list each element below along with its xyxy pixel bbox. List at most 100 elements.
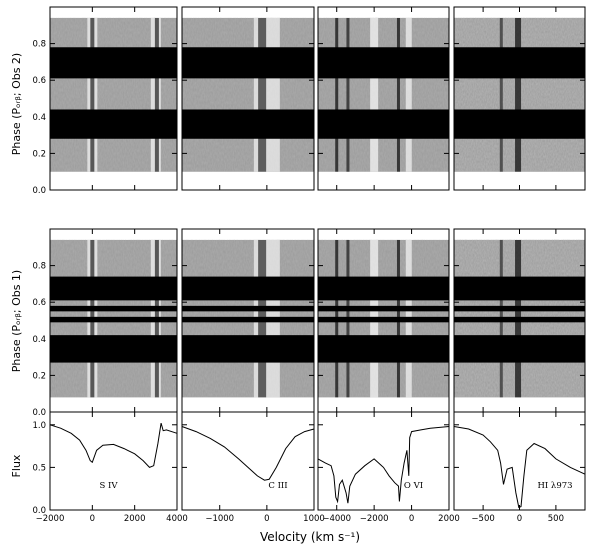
obs1-panel-1-image bbox=[50, 239, 177, 398]
flux-frame-1 bbox=[49, 411, 178, 511]
masked-phase-band bbox=[50, 316, 177, 323]
x-tick-label: 0 bbox=[264, 514, 269, 524]
x-tick-label: 0 bbox=[90, 514, 95, 524]
spectral-feature-stripe bbox=[515, 17, 522, 172]
y-tick-label: 0.8 bbox=[32, 40, 46, 50]
obs2-panel-2-image bbox=[182, 17, 314, 172]
spectral-feature-stripe bbox=[335, 17, 339, 172]
masked-phase-band bbox=[50, 276, 177, 301]
masked-phase-band bbox=[50, 47, 177, 79]
panel-border bbox=[317, 6, 450, 191]
spectral-feature-stripe bbox=[154, 17, 159, 172]
line-profile-3 bbox=[317, 426, 450, 504]
masked-phase-band bbox=[50, 109, 177, 139]
panel-border bbox=[181, 6, 315, 191]
y-axis-title-obs1: Phase (Pₒᵣᵦ; Obs 1) bbox=[10, 270, 23, 372]
masked-phase-band bbox=[182, 316, 314, 323]
line-profile-4 bbox=[453, 426, 586, 509]
x-tick-label: −1000 bbox=[205, 514, 234, 524]
y-axis-title-flux: Flux bbox=[10, 454, 23, 477]
panel-border bbox=[49, 411, 178, 511]
obs2-frame-1 bbox=[49, 6, 178, 191]
obs2-panel-3-image bbox=[318, 17, 449, 172]
y-tick-label: 0.6 bbox=[32, 298, 46, 308]
flux-frame-3 bbox=[317, 411, 450, 511]
obs1-panel-4-image bbox=[454, 239, 585, 398]
spectral-feature-stripe bbox=[258, 17, 267, 172]
ion-label: C III bbox=[268, 481, 287, 491]
x-tick-label: 2000 bbox=[124, 514, 146, 524]
spectral-feature-stripe bbox=[396, 17, 400, 172]
spectral-feature-stripe bbox=[405, 17, 412, 172]
y-tick-label: 0.8 bbox=[32, 262, 46, 272]
obs1-panel-3-image bbox=[318, 239, 449, 398]
masked-phase-band bbox=[182, 305, 314, 312]
panel-border bbox=[317, 411, 450, 511]
masked-phase-band bbox=[318, 335, 449, 363]
masked-phase-band bbox=[454, 316, 585, 323]
x-axis-title: Velocity (km s⁻¹) bbox=[260, 530, 360, 544]
masked-phase-band bbox=[318, 276, 449, 301]
masked-phase-band bbox=[182, 109, 314, 139]
y-tick-label: 0.2 bbox=[32, 371, 46, 381]
spectrum-noise bbox=[318, 17, 449, 172]
spectral-feature-stripe bbox=[253, 17, 280, 172]
panel-border bbox=[453, 411, 586, 511]
flux-frame-2 bbox=[181, 411, 315, 511]
y-tick-label: 0.0 bbox=[32, 186, 46, 196]
x-tick-label: 0 bbox=[409, 514, 414, 524]
x-tick-label: 2000 bbox=[438, 514, 460, 524]
masked-phase-band bbox=[318, 109, 449, 139]
x-tick-label: 0 bbox=[517, 514, 522, 524]
line-profile-2 bbox=[181, 426, 315, 481]
x-tick-label: −2000 bbox=[36, 514, 65, 524]
y-tick-label: 0.5 bbox=[32, 463, 46, 473]
y-tick-label: 0.0 bbox=[32, 408, 46, 418]
trailed-spectra-images bbox=[50, 17, 585, 398]
masked-phase-band bbox=[318, 47, 449, 79]
x-tick-label: 1000 bbox=[303, 514, 325, 524]
obs2-frame-3 bbox=[317, 6, 450, 191]
panel-border bbox=[49, 6, 178, 191]
flux-frame-4 bbox=[453, 411, 586, 511]
line-profiles bbox=[49, 422, 586, 509]
masked-phase-band bbox=[182, 276, 314, 301]
x-tick-label: 4000 bbox=[166, 514, 188, 524]
panel-border bbox=[181, 411, 315, 511]
obs2-frame-2 bbox=[181, 6, 315, 191]
y-tick-label: 0.4 bbox=[32, 335, 46, 345]
line-profile-1 bbox=[49, 422, 178, 468]
masked-phase-band bbox=[50, 335, 177, 363]
ion-label: HI λ973 bbox=[537, 481, 572, 491]
x-tick-label: −500 bbox=[471, 514, 494, 524]
panel-frames bbox=[49, 6, 586, 511]
masked-phase-band bbox=[318, 316, 449, 323]
masked-phase-band bbox=[318, 305, 449, 312]
axis-labels: Velocity (km s⁻¹) Phase (Pₒᵣᵦ; Obs 2) Ph… bbox=[10, 40, 573, 544]
spectral-feature-stripe bbox=[499, 17, 503, 172]
obs2-panel-1-image bbox=[50, 17, 177, 172]
y-tick-label: 0.0 bbox=[32, 506, 46, 516]
x-tick-label: −4000 bbox=[322, 514, 351, 524]
spectral-feature-stripe bbox=[370, 17, 379, 172]
obs2-panel-4-image bbox=[454, 17, 585, 172]
y-tick-label: 0.2 bbox=[32, 149, 46, 159]
y-tick-label: 0.4 bbox=[32, 113, 46, 123]
spectrum-noise bbox=[182, 17, 314, 172]
x-tick-label: −2000 bbox=[360, 514, 389, 524]
masked-phase-band bbox=[454, 276, 585, 301]
ion-label: O VI bbox=[404, 481, 423, 491]
masked-phase-band bbox=[454, 335, 585, 363]
y-tick-label: 1.0 bbox=[32, 421, 46, 431]
masked-phase-band bbox=[454, 109, 585, 139]
y-tick-label: 0.6 bbox=[32, 76, 46, 86]
spectral-feature-stripe bbox=[346, 17, 350, 172]
masked-phase-band bbox=[454, 305, 585, 312]
spectral-feature-stripe bbox=[90, 17, 95, 172]
obs1-panel-2-image bbox=[182, 239, 314, 398]
y-axis-title-obs2: Phase (Pₒᵣᵦ; Obs 2) bbox=[10, 53, 23, 155]
masked-phase-band bbox=[182, 47, 314, 79]
masked-phase-band bbox=[454, 47, 585, 79]
ion-label: S IV bbox=[99, 481, 118, 491]
